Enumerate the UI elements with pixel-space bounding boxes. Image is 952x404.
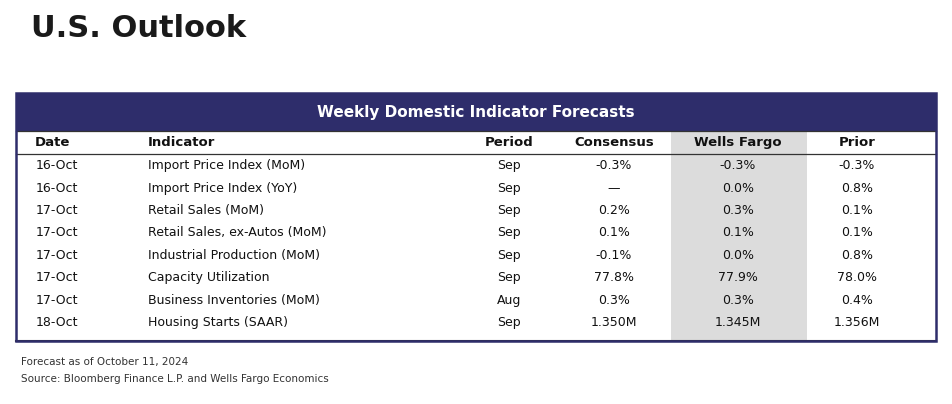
Text: Consensus: Consensus bbox=[574, 136, 654, 149]
Text: 0.1%: 0.1% bbox=[841, 227, 873, 240]
Text: 0.8%: 0.8% bbox=[841, 249, 873, 262]
Text: 1.356M: 1.356M bbox=[834, 316, 880, 329]
Text: 0.1%: 0.1% bbox=[841, 204, 873, 217]
Text: Sep: Sep bbox=[498, 204, 521, 217]
Text: 17-Oct: 17-Oct bbox=[35, 249, 78, 262]
Text: Sep: Sep bbox=[498, 249, 521, 262]
Text: U.S. Outlook: U.S. Outlook bbox=[31, 14, 247, 43]
Text: 0.3%: 0.3% bbox=[722, 294, 754, 307]
Text: Sep: Sep bbox=[498, 271, 521, 284]
Text: Housing Starts (SAAR): Housing Starts (SAAR) bbox=[148, 316, 288, 329]
Text: Prior: Prior bbox=[839, 136, 875, 149]
Text: 17-Oct: 17-Oct bbox=[35, 271, 78, 284]
Text: Industrial Production (MoM): Industrial Production (MoM) bbox=[148, 249, 320, 262]
Text: 77.8%: 77.8% bbox=[594, 271, 634, 284]
Text: Import Price Index (MoM): Import Price Index (MoM) bbox=[148, 160, 305, 173]
Text: Period: Period bbox=[485, 136, 534, 149]
Text: -0.3%: -0.3% bbox=[839, 160, 875, 173]
Text: Sep: Sep bbox=[498, 182, 521, 195]
Bar bbox=[16, 93, 936, 341]
Text: 0.0%: 0.0% bbox=[722, 249, 754, 262]
Text: Retail Sales, ex-Autos (MoM): Retail Sales, ex-Autos (MoM) bbox=[148, 227, 326, 240]
Text: 0.4%: 0.4% bbox=[841, 294, 873, 307]
Text: Import Price Index (YoY): Import Price Index (YoY) bbox=[148, 182, 297, 195]
Text: 77.9%: 77.9% bbox=[718, 271, 758, 284]
Text: 1.345M: 1.345M bbox=[715, 316, 761, 329]
Text: -0.1%: -0.1% bbox=[596, 249, 632, 262]
Text: Sep: Sep bbox=[498, 160, 521, 173]
Text: -0.3%: -0.3% bbox=[720, 160, 756, 173]
Text: -0.3%: -0.3% bbox=[596, 160, 632, 173]
Text: 18-Oct: 18-Oct bbox=[35, 316, 78, 329]
Text: 0.3%: 0.3% bbox=[598, 294, 630, 307]
Text: 0.2%: 0.2% bbox=[598, 204, 630, 217]
Text: 17-Oct: 17-Oct bbox=[35, 204, 78, 217]
Text: 1.350M: 1.350M bbox=[591, 316, 637, 329]
Text: 0.3%: 0.3% bbox=[722, 204, 754, 217]
Bar bbox=[16, 93, 936, 131]
Text: Forecast as of October 11, 2024: Forecast as of October 11, 2024 bbox=[21, 357, 188, 367]
Text: 0.1%: 0.1% bbox=[722, 227, 754, 240]
Text: Capacity Utilization: Capacity Utilization bbox=[148, 271, 269, 284]
Bar bbox=[671, 131, 807, 341]
Text: Indicator: Indicator bbox=[148, 136, 215, 149]
Text: 16-Oct: 16-Oct bbox=[35, 182, 78, 195]
Text: Wells Fargo: Wells Fargo bbox=[694, 136, 782, 149]
Text: —: — bbox=[607, 182, 621, 195]
Text: 17-Oct: 17-Oct bbox=[35, 294, 78, 307]
Text: Sep: Sep bbox=[498, 316, 521, 329]
Text: Source: Bloomberg Finance L.P. and Wells Fargo Economics: Source: Bloomberg Finance L.P. and Wells… bbox=[21, 374, 328, 384]
Text: Date: Date bbox=[35, 136, 70, 149]
Text: Aug: Aug bbox=[497, 294, 522, 307]
Text: 78.0%: 78.0% bbox=[837, 271, 877, 284]
Text: Business Inventories (MoM): Business Inventories (MoM) bbox=[148, 294, 320, 307]
Text: 16-Oct: 16-Oct bbox=[35, 160, 78, 173]
Text: 0.1%: 0.1% bbox=[598, 227, 630, 240]
Text: 0.0%: 0.0% bbox=[722, 182, 754, 195]
Text: 0.8%: 0.8% bbox=[841, 182, 873, 195]
Text: Weekly Domestic Indicator Forecasts: Weekly Domestic Indicator Forecasts bbox=[317, 105, 635, 120]
Text: Retail Sales (MoM): Retail Sales (MoM) bbox=[148, 204, 264, 217]
Text: 17-Oct: 17-Oct bbox=[35, 227, 78, 240]
Text: Sep: Sep bbox=[498, 227, 521, 240]
